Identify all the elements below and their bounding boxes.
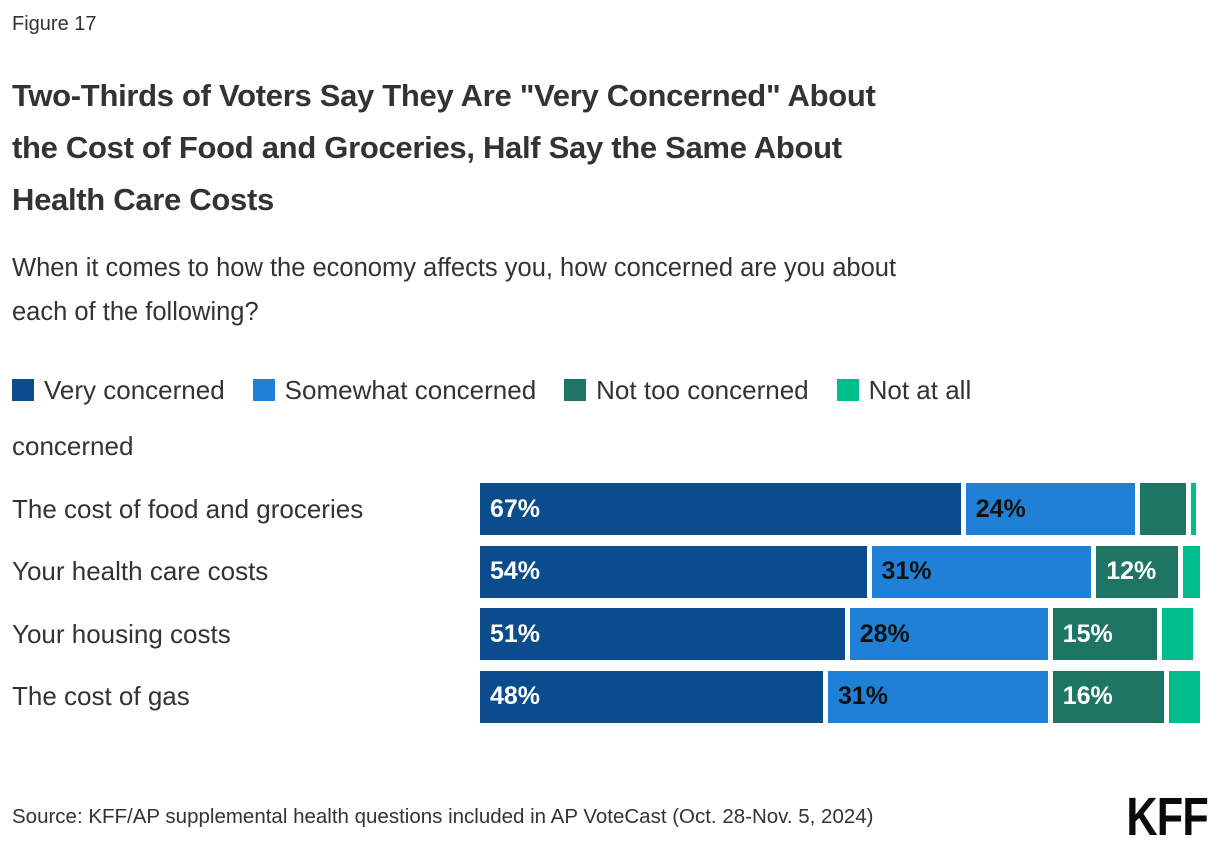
bar-segment-somewhat-concerned: 24%	[965, 483, 1135, 535]
subtitle-line: each of the following?	[12, 298, 259, 326]
title-line: the Cost of Food and Groceries, Half Say…	[12, 130, 842, 165]
legend-item-not-too-concerned: Not too concerned	[564, 375, 809, 405]
value-label: 31%	[881, 557, 932, 585]
bar-segment-not-at-all-concerned	[1161, 608, 1193, 660]
category-label: The cost of gas	[12, 681, 190, 711]
value-label: 16%	[1062, 682, 1113, 710]
value-label: 67%	[490, 494, 541, 523]
bar-segment-very-concerned: 54%	[480, 545, 867, 598]
legend-label: Not at all concerned	[12, 375, 972, 461]
bar-row: Your health care costs 54% 31% 12%	[12, 545, 1208, 598]
value-label: 24%	[975, 494, 1026, 523]
legend-swatch-icon	[252, 379, 275, 401]
bar-track: 67% 24%	[480, 483, 1208, 535]
bar-segment-not-too-concerned: 15%	[1052, 608, 1157, 660]
bar-track: 54% 31% 12%	[480, 545, 1208, 598]
chart-subtitle: When it comes to how the economy affects…	[12, 246, 1208, 334]
legend-swatch-icon	[836, 379, 859, 401]
bar-segment-somewhat-concerned: 31%	[828, 670, 1048, 723]
category-label: Your health care costs	[12, 556, 269, 586]
bar-segment-not-too-concerned: 16%	[1052, 670, 1164, 723]
bar-segment-very-concerned: 48%	[480, 670, 823, 723]
legend-label: Somewhat concerned	[284, 375, 537, 405]
value-label: 51%	[490, 619, 541, 648]
bar-segment-somewhat-concerned: 28%	[849, 608, 1048, 660]
bar-track: 48% 31% 16%	[480, 670, 1208, 723]
title-line: Health Care Costs	[12, 182, 274, 217]
source-note: Source: KFF/AP supplemental health quest…	[12, 805, 874, 828]
bar-segment-very-concerned: 51%	[480, 608, 845, 660]
legend-swatch-icon	[12, 379, 34, 401]
bar-chart: The cost of food and groceries 67% 24% Your…	[12, 483, 1208, 733]
legend-item-somewhat-concerned: Somewhat concerned	[252, 375, 537, 405]
legend-label: Not too concerned	[596, 375, 809, 405]
value-label: 12%	[1106, 557, 1157, 585]
value-label: 48%	[490, 682, 541, 710]
legend-item-not-at-all-concerned: Not at all concerned	[12, 375, 971, 461]
bar-segment-not-at-all-concerned	[1190, 483, 1196, 535]
subtitle-line: When it comes to how the economy affects…	[12, 254, 897, 282]
chart-title: Two-Thirds of Voters Say They Are "Very …	[12, 70, 1208, 226]
bar-row: The cost of food and groceries 67% 24%	[12, 483, 1208, 535]
value-label: 54%	[490, 557, 541, 585]
figure-label: Figure 17	[12, 13, 97, 35]
bar-segment-not-at-all-concerned	[1168, 670, 1200, 723]
bar-row: Your housing costs 51% 28% 15%	[12, 608, 1208, 660]
bar-segment-very-concerned: 67%	[480, 483, 961, 535]
title-line: Two-Thirds of Voters Say They Are "Very …	[12, 78, 876, 113]
value-label: 15%	[1062, 619, 1113, 648]
category-label: Your housing costs	[12, 618, 231, 649]
bar-segment-not-too-concerned	[1139, 483, 1186, 535]
legend-swatch-icon	[564, 379, 587, 401]
kff-logo: KFF	[1126, 787, 1208, 847]
legend-label: Very concerned	[44, 375, 225, 405]
legend-item-very-concerned: Very concerned	[12, 375, 225, 405]
category-label: The cost of food and groceries	[12, 493, 364, 524]
bar-segment-somewhat-concerned: 31%	[871, 545, 1092, 598]
bar-segment-not-too-concerned: 12%	[1096, 545, 1179, 598]
bar-track: 51% 28% 15%	[480, 608, 1208, 660]
bar-row: The cost of gas 48% 31% 16%	[12, 670, 1208, 723]
legend: Very concerned Somewhat concerned Not too …	[12, 362, 1092, 474]
footer: Source: KFF/AP supplemental health quest…	[12, 787, 1209, 847]
value-label: 31%	[838, 682, 889, 710]
value-label: 28%	[859, 619, 910, 648]
bar-segment-not-at-all-concerned	[1183, 545, 1200, 598]
